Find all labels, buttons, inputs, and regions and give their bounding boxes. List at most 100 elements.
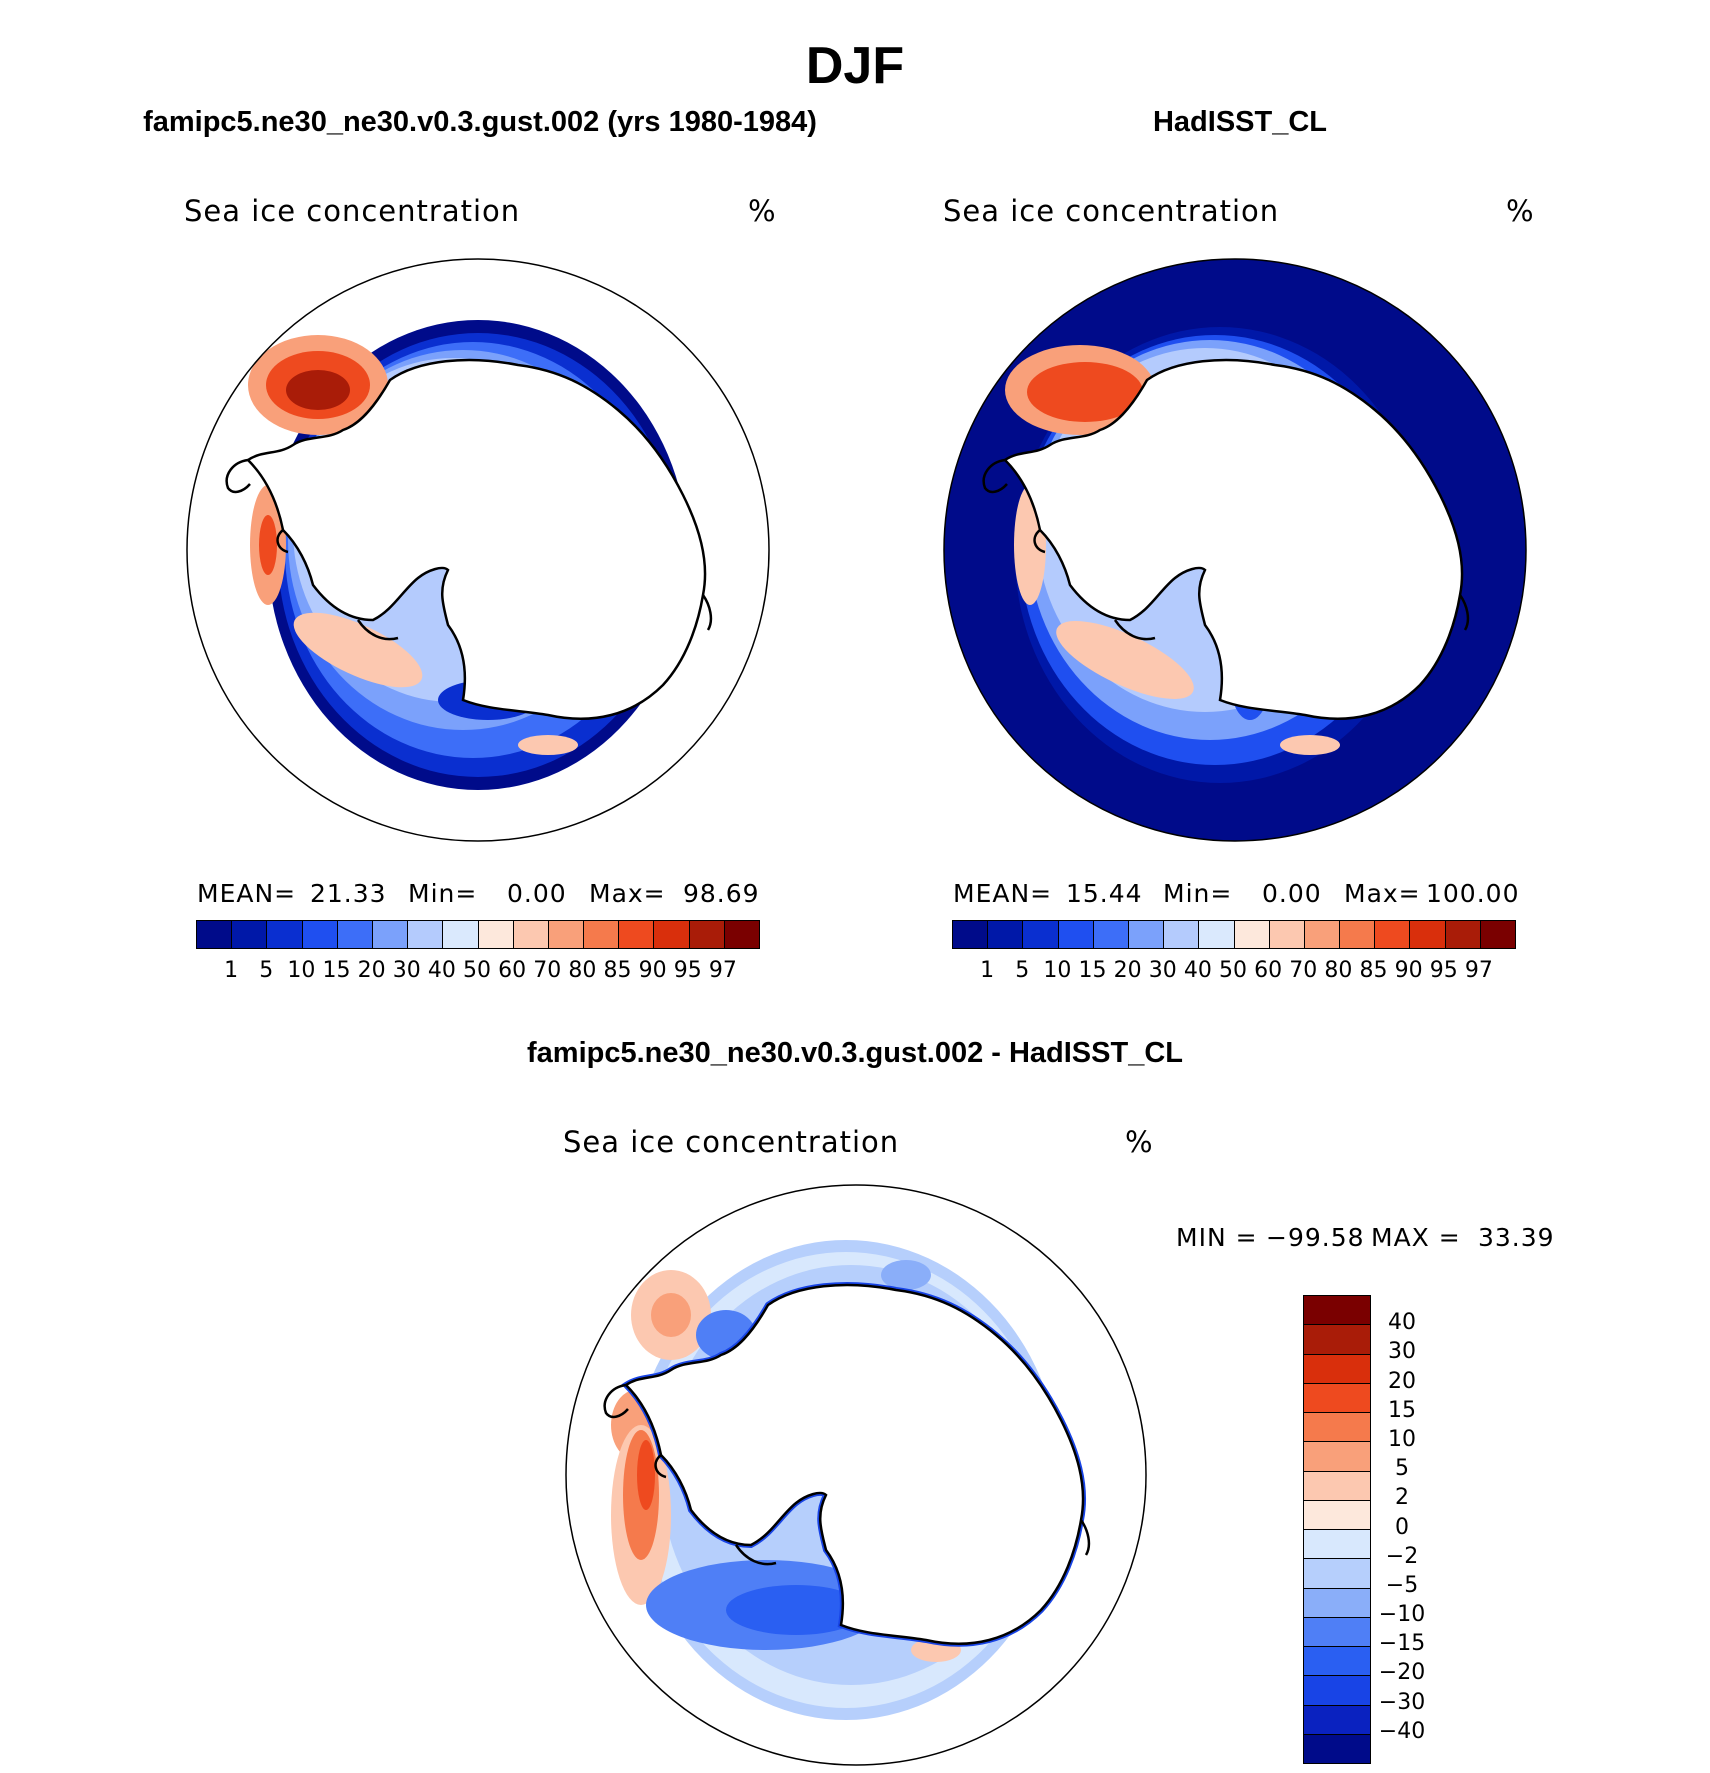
diff-colorbar-tick-label: −20 [1378,1660,1426,1686]
obs-map [943,258,1527,842]
model-colorbar-tick-label: 15 [322,958,351,983]
model-colorbar-swatch [371,921,408,948]
obs-colorbar-tick-label: 95 [1429,958,1458,983]
obs-colorbar-tick-label: 85 [1359,958,1388,983]
diff-colorbar-swatch [1304,1733,1370,1763]
obs-colorbar-swatch [1374,921,1410,948]
model-colorbar-tick-label: 1 [224,958,239,983]
obs-mean-value: 15.44 [1066,879,1143,908]
model-colorbar-swatch [336,921,372,948]
model-colorbar-swatch [653,921,689,948]
model-colorbar-tick-label: 30 [392,958,421,983]
obs-colorbar-tick-label: 50 [1219,958,1247,983]
model-colorbar-swatch [197,921,232,948]
obs-colorbar-swatch [1022,921,1058,948]
model-colorbar-swatch [583,921,619,948]
figure-title: DJF [805,37,905,95]
obs-max-value: 100.00 [1426,879,1520,908]
obs-colorbar-tick-label: 97 [1464,958,1493,983]
diff-panel-header: famipc5.ne30_ne30.v0.3.gust.002 - HadISS… [527,1037,1183,1069]
diff-colorbar-tick-label: −2 [1385,1543,1419,1569]
diff-colorbar-swatch [1304,1353,1370,1383]
diff-colorbar-tick-label: 0 [1395,1514,1409,1540]
model-colorbar-tick-label: 85 [603,958,632,983]
diff-colorbar-swatch [1304,1558,1370,1588]
obs-colorbar-tick-label: 40 [1183,958,1212,983]
diff-variable-title: Sea ice concentration [563,1125,900,1159]
diff-colorbar-tick-label: 2 [1395,1485,1409,1511]
diff-colorbar-swatch [1304,1382,1370,1412]
diff-colorbar-tick-label: 15 [1388,1397,1416,1423]
obs-colorbar-swatch [1479,921,1515,948]
obs-colorbar-swatch [1339,921,1375,948]
diff-max-label: MAX = [1371,1223,1461,1252]
model-mean-value: 21.33 [310,879,387,908]
model-colorbar-tick-label: 95 [673,958,702,983]
obs-variable-title: Sea ice concentration [943,194,1280,228]
obs-colorbar-tick-label: 15 [1078,958,1107,983]
obs-colorbar-tick-label: 5 [1015,958,1030,983]
diff-colorbar-swatch [1304,1529,1370,1559]
model-colorbar-swatch [231,921,267,948]
diff-colorbar-swatch [1304,1324,1370,1354]
obs-min-label: Min= [1163,879,1233,908]
obs-colorbar-tick-label: 70 [1289,958,1318,983]
obs-colorbar-swatch [1057,921,1093,948]
model-colorbar-swatch [301,921,337,948]
obs-colorbar-tick-label: 30 [1148,958,1177,983]
diff-colorbar-swatch [1304,1499,1370,1529]
diff-colorbar-labels: 40 30 20 15 10 5 2 0 −2 −5 −10 −15 −20 −30 −40 [1372,1295,1452,1762]
model-colorbar-swatch [266,921,302,948]
model-units-label: % [748,194,777,228]
model-colorbar-swatch [723,921,759,948]
model-min-value: 0.00 [507,879,567,908]
model-colorbar-tick-label: 70 [533,958,562,983]
diff-colorbar-swatch [1304,1470,1370,1500]
diff-units-label: % [1125,1125,1154,1159]
obs-mean-label: MEAN= [953,879,1053,908]
diff-colorbar-swatch [1304,1704,1370,1734]
diff-map [565,1184,1147,1766]
obs-colorbar-labels: 1 5 10 15 20 30 40 50 60 70 80 85 90 95 97 [952,958,1514,988]
model-colorbar-tick-label: 90 [638,958,667,983]
diff-colorbar-tick-label: −10 [1378,1602,1426,1628]
model-mean-label: MEAN= [197,879,297,908]
obs-colorbar-tick-label: 80 [1324,958,1353,983]
model-max-label: Max= [589,879,666,908]
obs-panel-header: HadISST_CL [1152,106,1328,138]
diff-colorbar-tick-label: −15 [1378,1631,1426,1657]
model-colorbar [196,920,760,949]
obs-colorbar [952,920,1516,949]
model-colorbar-labels: 1 5 10 15 20 30 40 50 60 70 80 85 90 95 97 [196,958,758,988]
obs-colorbar-tick-label: 10 [1043,958,1072,983]
model-colorbar-tick-label: 40 [427,958,456,983]
model-colorbar-swatch [407,921,443,948]
model-min-label: Min= [408,879,478,908]
diff-colorbar-tick-label: −40 [1378,1718,1426,1744]
diff-colorbar-tick-label: 10 [1388,1426,1416,1452]
model-colorbar-tick-label: 50 [463,958,491,983]
model-colorbar-swatch [512,921,548,948]
diff-max-value: 33.39 [1478,1223,1555,1252]
diff-colorbar-tick-label: 40 [1388,1310,1416,1336]
diff-colorbar-swatch [1304,1675,1370,1705]
model-colorbar-swatch [477,921,513,948]
obs-colorbar-swatch [1268,921,1304,948]
obs-colorbar-tick-label: 20 [1113,958,1142,983]
model-colorbar-tick-label: 80 [568,958,597,983]
diff-colorbar-swatch [1304,1441,1370,1471]
diff-colorbar-swatch [1304,1616,1370,1646]
obs-units-label: % [1506,194,1535,228]
diff-colorbar-swatch [1304,1587,1370,1617]
model-colorbar-tick-label: 60 [498,958,527,983]
diff-colorbar-tick-label: 30 [1388,1339,1416,1365]
obs-colorbar-swatch [1409,921,1445,948]
diff-colorbar-tick-label: −5 [1385,1572,1419,1598]
obs-colorbar-tick-label: 60 [1254,958,1283,983]
model-colorbar-tick-label: 97 [708,958,737,983]
diff-colorbar-tick-label: −30 [1378,1689,1426,1715]
diff-colorbar [1303,1295,1371,1764]
model-colorbar-tick-label: 20 [357,958,386,983]
obs-colorbar-swatch [953,921,988,948]
